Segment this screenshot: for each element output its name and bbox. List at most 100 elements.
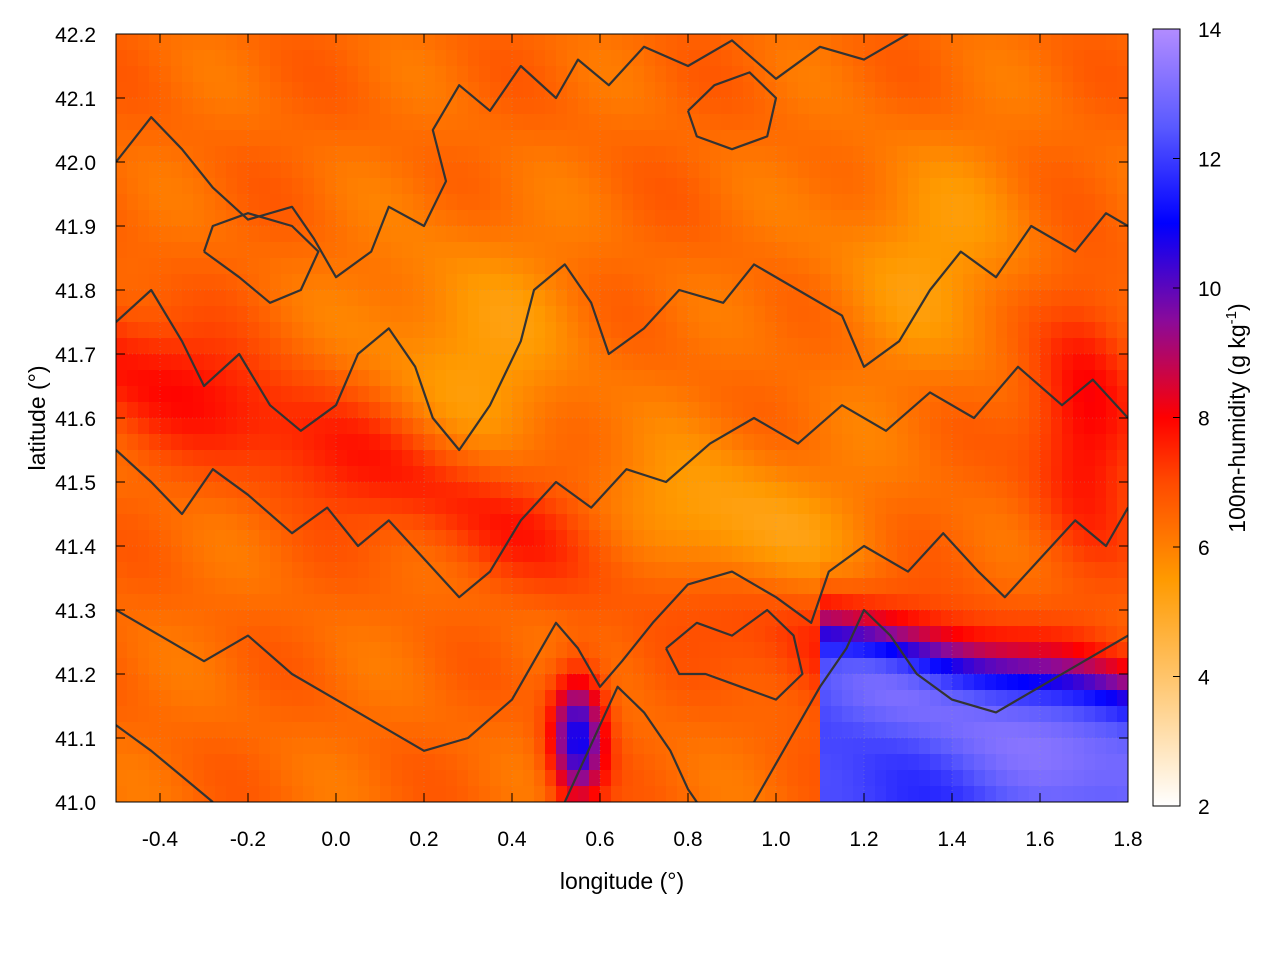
heatmap-cell [1007, 370, 1019, 387]
heatmap-cell [633, 194, 645, 211]
heatmap-cell [633, 290, 645, 307]
heatmap-cell [809, 322, 821, 339]
heatmap-cell [160, 738, 172, 755]
heatmap-cell [127, 242, 139, 259]
heatmap-cell [490, 562, 502, 579]
heatmap-cell [853, 610, 865, 627]
heatmap-cell [831, 306, 843, 323]
heatmap-cell [149, 82, 161, 99]
heatmap-cell [479, 162, 491, 179]
heatmap-cell [215, 562, 227, 579]
heatmap-cell [941, 66, 953, 83]
heatmap-cell [292, 34, 304, 51]
heatmap-cell [886, 722, 898, 739]
heatmap-cell [996, 178, 1008, 195]
heatmap-cell [666, 210, 678, 227]
heatmap-cell [435, 130, 447, 147]
heatmap-cell [666, 434, 678, 451]
heatmap-cell [776, 178, 788, 195]
heatmap-cell [534, 706, 546, 723]
heatmap-cell [787, 690, 799, 707]
heatmap-cell [391, 450, 403, 467]
heatmap-cell [413, 226, 425, 243]
heatmap-cell [402, 130, 414, 147]
heatmap-cell [1007, 722, 1019, 739]
heatmap-cell [677, 690, 689, 707]
heatmap-cell [567, 546, 579, 563]
heatmap-cell [391, 706, 403, 723]
heatmap-cell [1062, 306, 1074, 323]
heatmap-cell [1018, 322, 1030, 339]
heatmap-cell [600, 402, 612, 419]
heatmap-cell [611, 386, 623, 403]
heatmap-cell [281, 130, 293, 147]
heatmap-cell [754, 322, 766, 339]
heatmap-cell [182, 82, 194, 99]
heatmap-cell [941, 770, 953, 787]
heatmap-cell [413, 562, 425, 579]
heatmap-cell [908, 482, 920, 499]
heatmap-cell [600, 146, 612, 163]
heatmap-cell [666, 690, 678, 707]
heatmap-cell [116, 738, 128, 755]
heatmap-cell [853, 418, 865, 435]
heatmap-cell [1051, 370, 1063, 387]
heatmap-cell [446, 194, 458, 211]
heatmap-cell [1007, 418, 1019, 435]
heatmap-cell [567, 354, 579, 371]
heatmap-cell [567, 194, 579, 211]
heatmap-cell [336, 98, 348, 115]
heatmap-cell [765, 194, 777, 211]
heatmap-cell [666, 354, 678, 371]
heatmap-cell [930, 370, 942, 387]
heatmap-cell [864, 466, 876, 483]
heatmap-cell [864, 322, 876, 339]
heatmap-cell [358, 338, 370, 355]
heatmap-cell [347, 146, 359, 163]
heatmap-cell [864, 610, 876, 627]
heatmap-cell [1007, 66, 1019, 83]
heatmap-cell [688, 434, 700, 451]
heatmap-cell [842, 98, 854, 115]
heatmap-cell [1051, 322, 1063, 339]
heatmap-cell [1007, 162, 1019, 179]
heatmap-cell [545, 514, 557, 531]
heatmap-cell [545, 530, 557, 547]
heatmap-cell [831, 706, 843, 723]
heatmap-cell [853, 322, 865, 339]
heatmap-cell [633, 482, 645, 499]
heatmap-cell [325, 130, 337, 147]
heatmap-cell [1073, 418, 1085, 435]
heatmap-cell [116, 546, 128, 563]
heatmap-cell [556, 578, 568, 595]
heatmap-cell [479, 642, 491, 659]
heatmap-cell [1029, 770, 1041, 787]
heatmap-cell [787, 738, 799, 755]
heatmap-cell [1040, 706, 1052, 723]
heatmap-cell [501, 786, 513, 802]
heatmap-cell [270, 562, 282, 579]
heatmap-cell [1018, 610, 1030, 627]
heatmap-cell [160, 610, 172, 627]
heatmap-cell [1062, 114, 1074, 131]
heatmap-cell [270, 658, 282, 675]
heatmap-cell [644, 466, 656, 483]
heatmap-cell [908, 258, 920, 275]
heatmap-cell [336, 194, 348, 211]
heatmap-cell [1051, 786, 1063, 802]
heatmap-cell [1095, 658, 1107, 675]
heatmap-cell [171, 34, 183, 51]
heatmap-cell [963, 482, 975, 499]
heatmap-cell [589, 82, 601, 99]
heatmap-cell [1095, 178, 1107, 195]
heatmap-cell [424, 146, 436, 163]
heatmap-cell [754, 66, 766, 83]
heatmap-cell [1029, 402, 1041, 419]
heatmap-cell [237, 626, 249, 643]
heatmap-cell [985, 514, 997, 531]
heatmap-cell [534, 658, 546, 675]
heatmap-cell [710, 722, 722, 739]
heatmap-cell [655, 722, 667, 739]
heatmap-cell [754, 658, 766, 675]
heatmap-cell [1106, 434, 1118, 451]
